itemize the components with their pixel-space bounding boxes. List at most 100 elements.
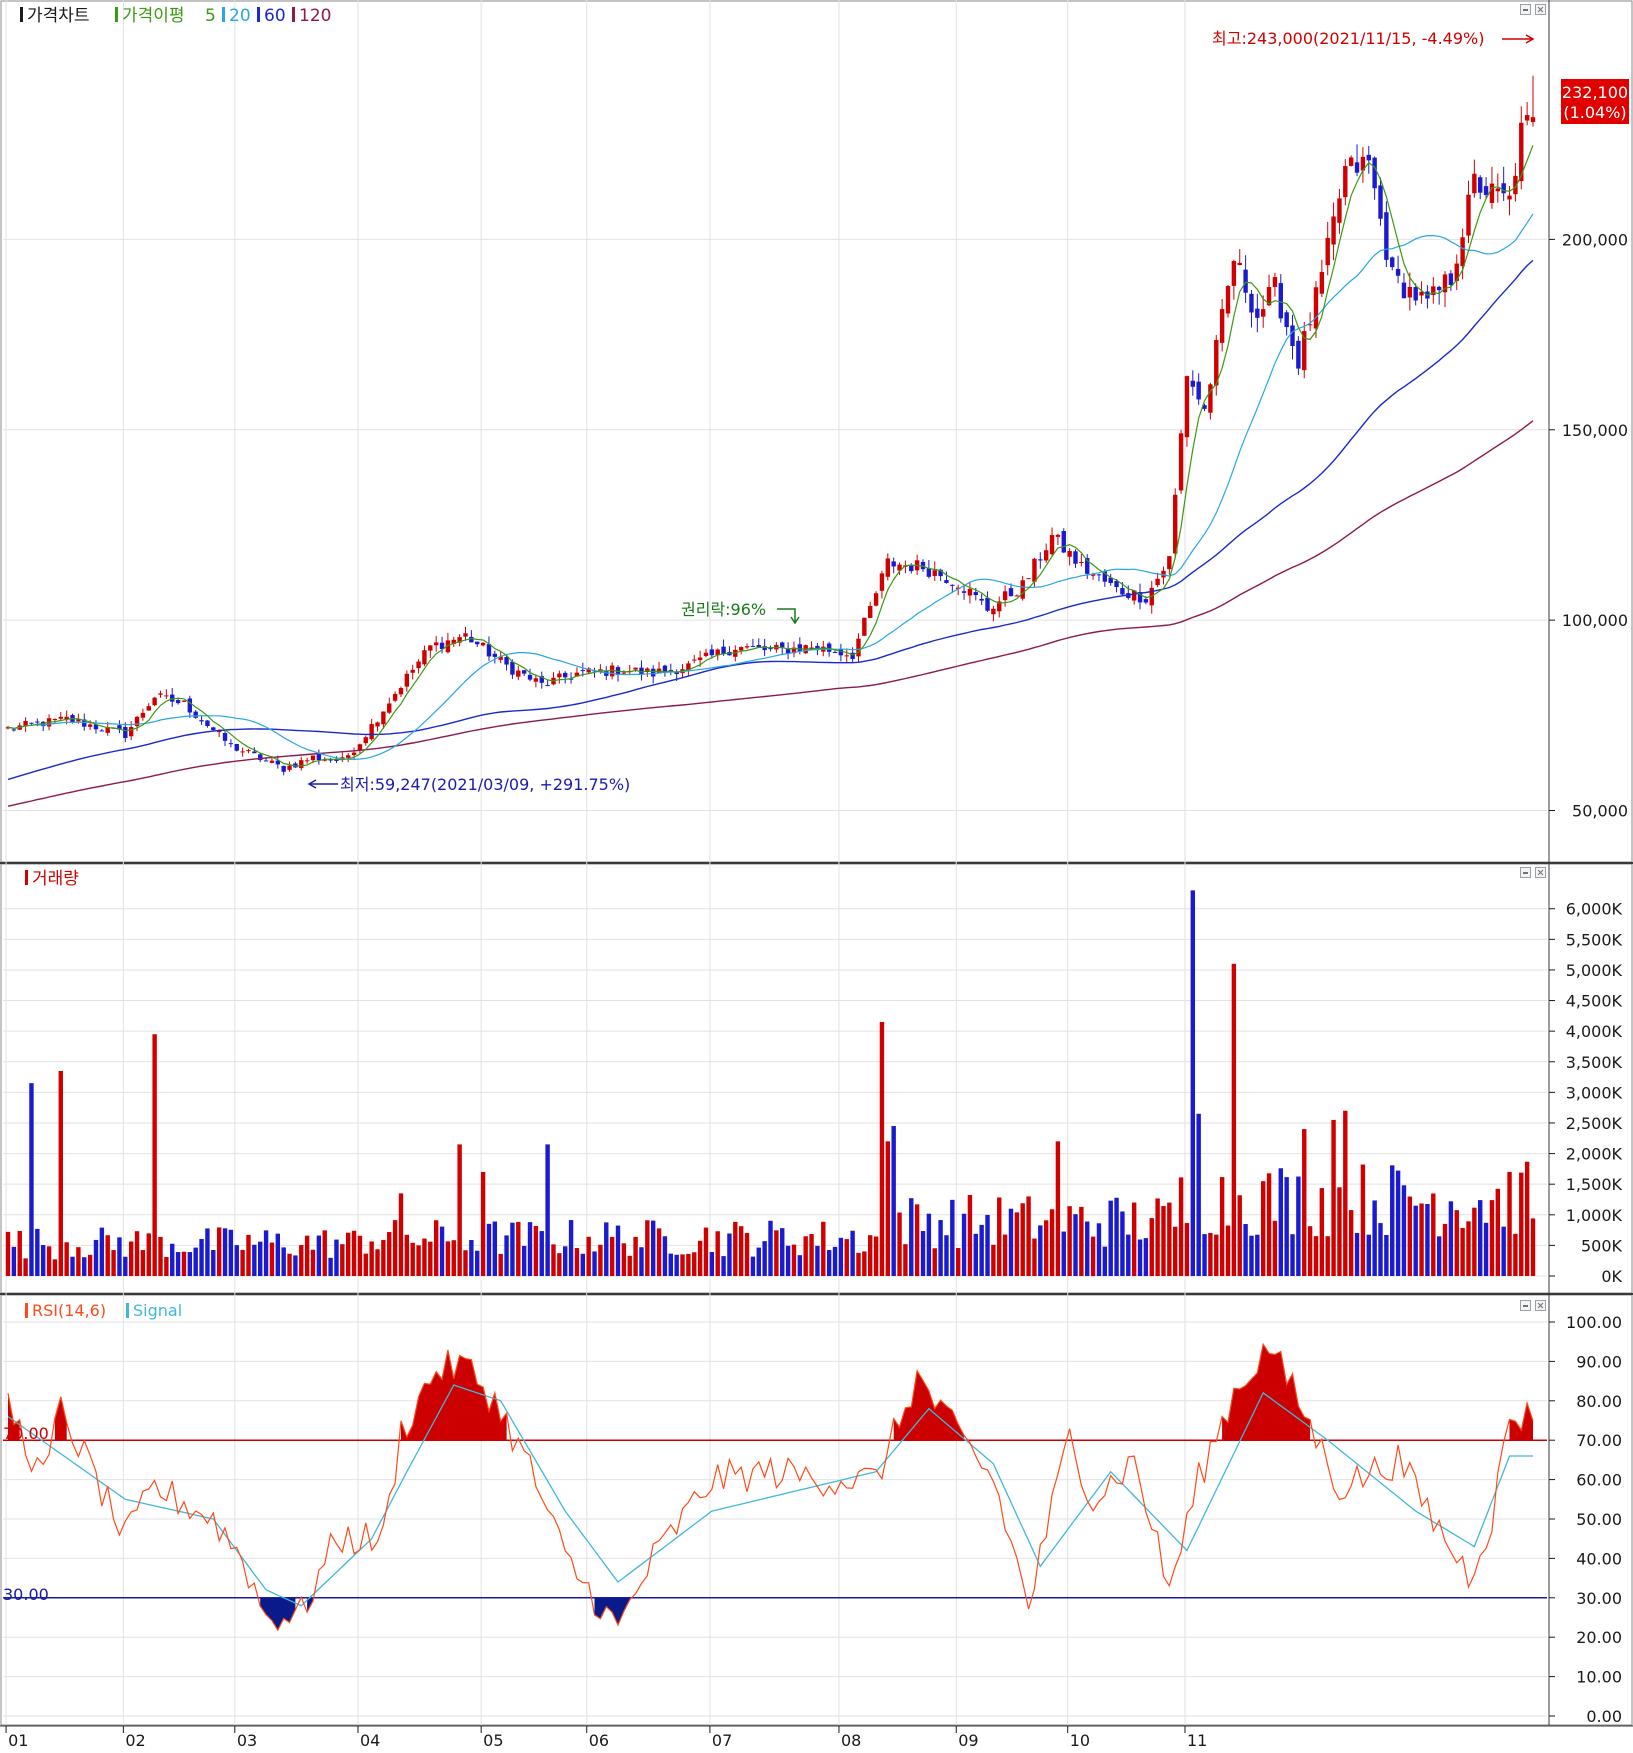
- candle-up: [1319, 259, 1325, 297]
- candle-body: [240, 751, 245, 753]
- candle-up: [1184, 375, 1190, 447]
- volume-bar: [580, 1253, 586, 1276]
- candle-up: [1472, 159, 1477, 198]
- volume-bar: [351, 1230, 357, 1276]
- candle-down: [1008, 583, 1014, 597]
- volume-bar: [428, 1241, 433, 1276]
- candle-up: [1167, 555, 1172, 575]
- volume-bar: [868, 1235, 873, 1276]
- volume-bars[interactable]: [5, 890, 1536, 1276]
- candle-up: [158, 690, 163, 698]
- candle-up: [387, 697, 392, 715]
- candle-down: [29, 722, 34, 725]
- candle-body: [1255, 308, 1260, 318]
- volume-bar: [744, 1233, 750, 1276]
- candle-body: [879, 573, 885, 591]
- candle-down: [985, 591, 990, 612]
- candle-down: [234, 743, 239, 752]
- volume-bar: [404, 1234, 410, 1276]
- candle-body: [1483, 186, 1489, 195]
- volume-panel-minimize-button[interactable]: [1520, 867, 1531, 878]
- volume-bar: [1390, 1165, 1395, 1276]
- candle-down: [187, 695, 193, 718]
- volume-bar: [1530, 1218, 1536, 1276]
- candle-body: [1442, 274, 1448, 293]
- volume-bar: [416, 1245, 421, 1276]
- candle-body: [52, 719, 58, 721]
- volume-bar: [598, 1244, 603, 1276]
- volume-bar: [1243, 1224, 1248, 1276]
- candle-body: [1061, 531, 1066, 553]
- month-tick-label: 09: [958, 1731, 978, 1750]
- volume-bar: [803, 1236, 808, 1276]
- volume-bar: [692, 1252, 697, 1276]
- volume-bar: [275, 1233, 281, 1276]
- candle-up: [1466, 180, 1471, 244]
- candle-body: [574, 672, 580, 677]
- candle-up: [692, 654, 697, 664]
- candle-down: [1243, 255, 1248, 303]
- volume-bar: [979, 1224, 984, 1276]
- candle-body: [1090, 574, 1096, 576]
- volume-bar: [926, 1213, 932, 1276]
- volume-bar: [398, 1193, 404, 1276]
- rsi-panel-close-button[interactable]: [1535, 1300, 1546, 1311]
- candle-body: [1079, 561, 1084, 563]
- month-tick-label: 05: [483, 1731, 503, 1750]
- legend-marker-ma: [115, 7, 118, 22]
- volume-bar: [82, 1257, 87, 1276]
- legend-marker-ma120: [292, 7, 295, 22]
- candle-up: [416, 659, 421, 674]
- candle-up: [744, 643, 750, 650]
- candle-body: [269, 760, 275, 763]
- candle-body: [557, 673, 562, 678]
- volume-tick-label: 1,000K: [1566, 1206, 1623, 1225]
- rsi-upper-level-label: 70.00: [3, 1424, 49, 1443]
- candle-up: [1173, 488, 1178, 558]
- candle-body: [275, 760, 281, 765]
- rsi-tick-label: 50.00: [1576, 1510, 1622, 1529]
- price-panel-minimize-button[interactable]: [1520, 4, 1531, 15]
- candle-body: [1448, 273, 1454, 286]
- price-panel-close-button[interactable]: [1535, 4, 1546, 15]
- candle-up: [1337, 188, 1342, 234]
- volume-panel-close-button[interactable]: [1535, 867, 1546, 878]
- candle-down: [1096, 573, 1102, 582]
- volume-bar: [1114, 1197, 1119, 1276]
- volume-bar: [345, 1232, 351, 1276]
- month-tick-label: 07: [712, 1731, 732, 1750]
- candle-body: [1049, 535, 1055, 555]
- volume-bar: [1067, 1206, 1072, 1276]
- candle-body: [1472, 173, 1477, 194]
- volume-bar: [850, 1230, 855, 1276]
- volume-bar: [1407, 1196, 1413, 1276]
- volume-bar: [23, 1258, 28, 1276]
- candle-down: [316, 749, 322, 765]
- volume-bar: [1524, 1161, 1530, 1276]
- volume-bar: [1413, 1205, 1418, 1276]
- candle-up: [856, 633, 861, 663]
- volume-bar: [510, 1222, 515, 1276]
- rsi-panel-minimize-button[interactable]: [1520, 1300, 1531, 1311]
- candle-body: [1043, 550, 1049, 561]
- legend-marker-rsi: [25, 1303, 28, 1318]
- volume-bar: [733, 1221, 738, 1276]
- volume-bar: [879, 1021, 885, 1276]
- volume-bar: [856, 1252, 861, 1276]
- volume-bar: [1020, 1203, 1025, 1276]
- volume-bar: [357, 1235, 363, 1276]
- volume-tick-label: 4,000K: [1566, 1022, 1623, 1041]
- volume-bar: [592, 1251, 597, 1276]
- legend-ma-title: 가격이평: [122, 6, 185, 26]
- volume-bar: [709, 1252, 715, 1276]
- volume-bar: [615, 1225, 621, 1276]
- volume-bar: [668, 1253, 673, 1276]
- candle-body: [146, 706, 151, 711]
- candle-body: [1278, 283, 1283, 319]
- candle-down: [832, 650, 838, 653]
- candle-body: [692, 659, 697, 661]
- volume-bar: [961, 1213, 967, 1276]
- volume-bar: [780, 1228, 785, 1276]
- price-candles[interactable]: [5, 75, 1536, 776]
